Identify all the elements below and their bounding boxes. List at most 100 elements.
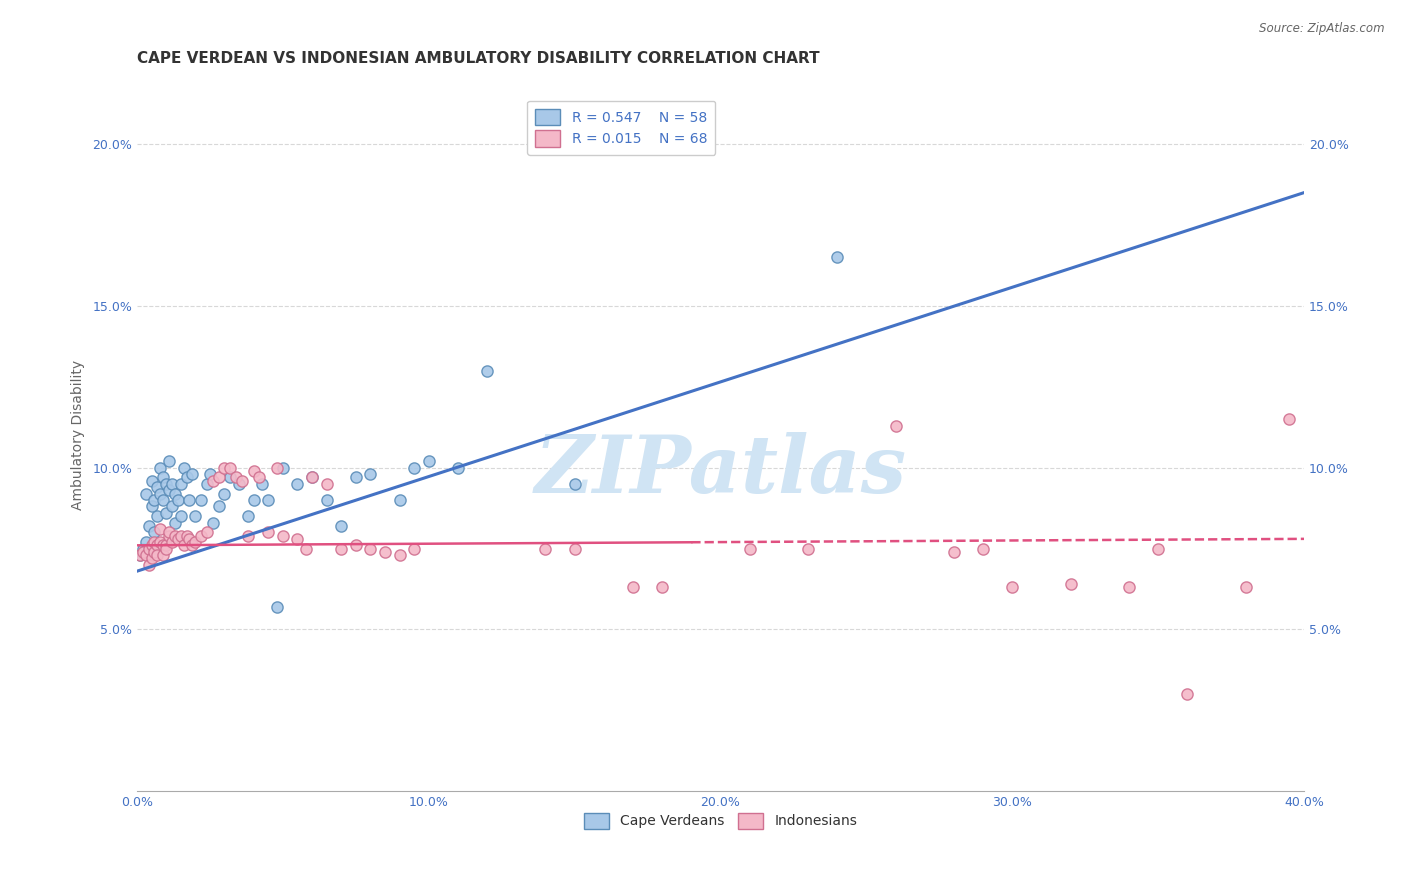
Point: [152, 470, 174, 484]
Point: [132, 545, 155, 559]
Point: [143, 493, 166, 508]
Point: [388, 548, 411, 562]
Point: [135, 548, 157, 562]
Point: [374, 545, 396, 559]
Point: [138, 519, 160, 533]
Point: [143, 535, 166, 549]
Point: [242, 464, 264, 478]
Point: [972, 541, 994, 556]
Point: [738, 541, 761, 556]
Point: [231, 474, 253, 488]
Point: [359, 467, 381, 482]
Point: [176, 528, 198, 542]
Point: [170, 509, 193, 524]
Point: [1001, 581, 1024, 595]
Point: [651, 581, 673, 595]
Point: [155, 476, 177, 491]
Point: [214, 460, 236, 475]
Point: [271, 460, 294, 475]
Point: [146, 548, 169, 562]
Point: [128, 548, 150, 562]
Point: [1147, 541, 1170, 556]
Point: [225, 470, 247, 484]
Point: [475, 363, 498, 377]
Point: [195, 525, 218, 540]
Point: [942, 545, 965, 559]
Point: [143, 525, 166, 540]
Point: [141, 474, 163, 488]
Point: [152, 493, 174, 508]
Point: [564, 476, 586, 491]
Point: [219, 470, 242, 484]
Point: [201, 516, 224, 530]
Point: [160, 500, 183, 514]
Point: [184, 509, 207, 524]
Point: [344, 470, 367, 484]
Point: [252, 476, 274, 491]
Point: [198, 467, 221, 482]
Point: [170, 476, 193, 491]
Point: [138, 558, 160, 572]
Point: [132, 541, 155, 556]
Point: [141, 500, 163, 514]
Point: [201, 474, 224, 488]
Point: [143, 545, 166, 559]
Point: [141, 551, 163, 566]
Text: CAPE VERDEAN VS INDONESIAN AMBULATORY DISABILITY CORRELATION CHART: CAPE VERDEAN VS INDONESIAN AMBULATORY DI…: [136, 51, 820, 66]
Point: [190, 528, 212, 542]
Point: [149, 535, 172, 549]
Point: [135, 535, 157, 549]
Point: [388, 493, 411, 508]
Point: [330, 541, 353, 556]
Point: [163, 516, 186, 530]
Point: [181, 467, 204, 482]
Point: [176, 470, 198, 484]
Point: [621, 581, 644, 595]
Point: [146, 538, 169, 552]
Point: [404, 541, 426, 556]
Point: [135, 486, 157, 500]
Point: [149, 460, 172, 475]
Point: [157, 483, 180, 498]
Point: [257, 525, 280, 540]
Point: [1278, 412, 1301, 426]
Point: [1118, 581, 1140, 595]
Text: Source: ZipAtlas.com: Source: ZipAtlas.com: [1260, 22, 1385, 36]
Point: [1059, 577, 1081, 591]
Point: [149, 522, 172, 536]
Point: [564, 541, 586, 556]
Point: [207, 500, 229, 514]
Point: [214, 486, 236, 500]
Point: [301, 470, 323, 484]
Point: [163, 486, 186, 500]
Point: [184, 535, 207, 549]
Point: [170, 528, 193, 542]
Point: [146, 480, 169, 494]
Point: [157, 454, 180, 468]
Point: [447, 460, 470, 475]
Y-axis label: Ambulatory Disability: Ambulatory Disability: [72, 360, 86, 510]
Point: [236, 528, 259, 542]
Point: [128, 548, 150, 562]
Point: [146, 509, 169, 524]
Point: [166, 532, 188, 546]
Point: [163, 528, 186, 542]
Point: [295, 541, 318, 556]
Point: [155, 541, 177, 556]
Point: [219, 460, 242, 475]
Point: [271, 528, 294, 542]
Point: [173, 460, 195, 475]
Point: [155, 538, 177, 552]
Point: [181, 538, 204, 552]
Point: [160, 535, 183, 549]
Point: [1234, 581, 1257, 595]
Point: [195, 476, 218, 491]
Point: [160, 476, 183, 491]
Point: [190, 493, 212, 508]
Point: [287, 532, 309, 546]
Point: [242, 493, 264, 508]
Point: [266, 460, 288, 475]
Point: [157, 528, 180, 542]
Point: [236, 509, 259, 524]
Point: [404, 460, 426, 475]
